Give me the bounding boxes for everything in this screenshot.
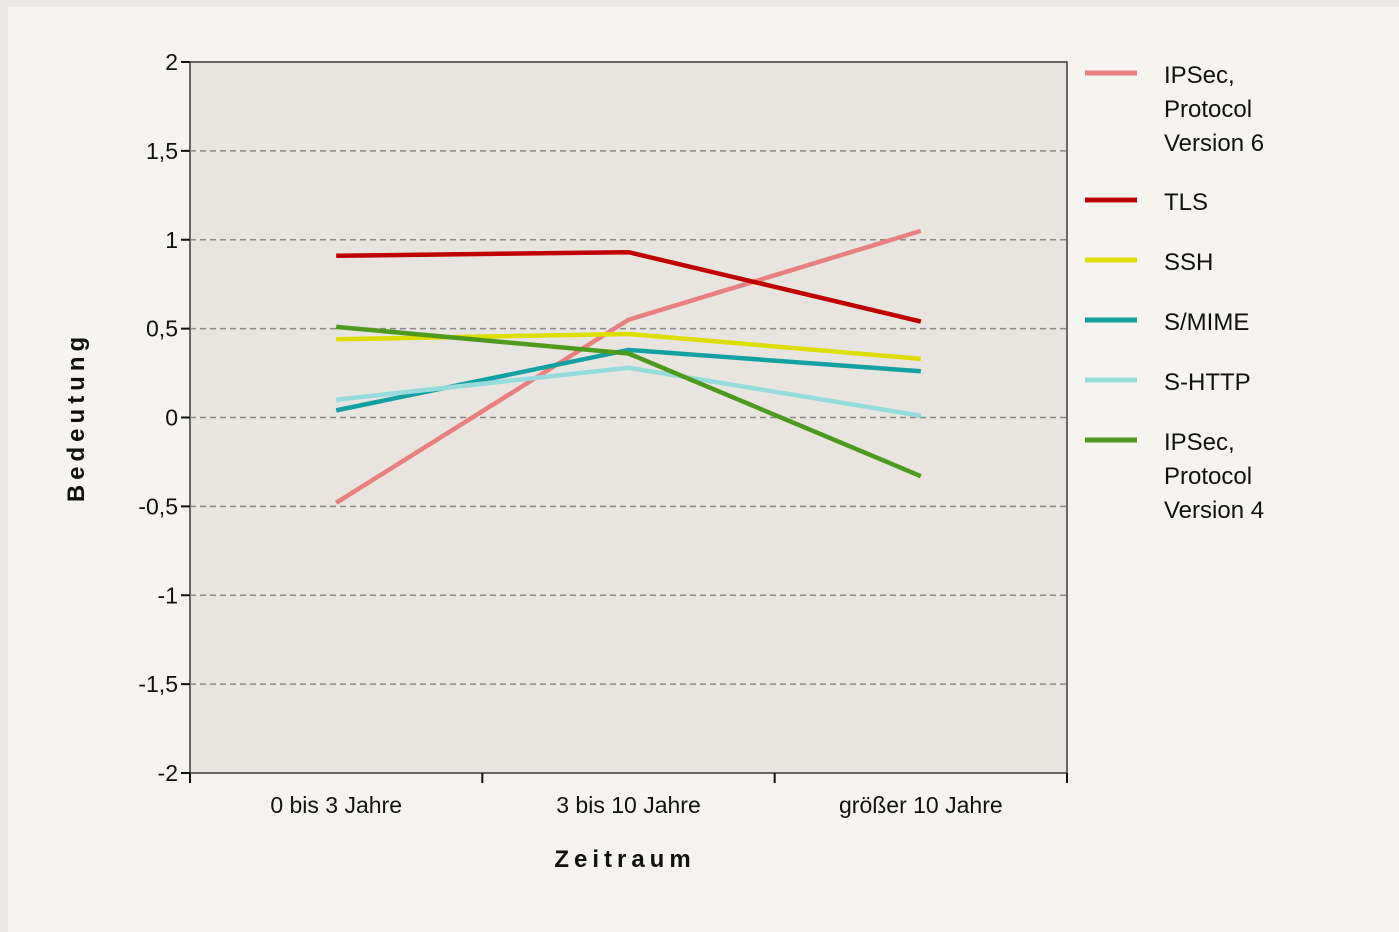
x-axis-title: Zeitraum bbox=[554, 846, 695, 873]
y-tick-label: 0,5 bbox=[146, 316, 178, 342]
legend-label: Version 6 bbox=[1164, 130, 1264, 157]
legend-label: IPSec, bbox=[1164, 62, 1235, 89]
chart-card: 2 1,5 1 0,5 0 -0,5 -1 -1,5 -2 0 bis 3 Jahre 3 bis… bbox=[8, 7, 1399, 932]
series-line bbox=[334, 228, 922, 505]
x-tick-label: 3 bis 10 Jahre bbox=[556, 792, 700, 818]
legend-label: Version 4 bbox=[1164, 497, 1264, 524]
x-tick-label: 0 bis 3 Jahre bbox=[270, 792, 402, 818]
y-tick-label: -1 bbox=[158, 582, 178, 608]
line-chart: 2 1,5 1 0,5 0 -0,5 -1 -1,5 -2 0 bis 3 Jahre 3 bis… bbox=[63, 49, 1264, 873]
legend-label: TLS bbox=[1164, 189, 1208, 216]
y-axis-title: Bedeutung bbox=[63, 332, 90, 502]
y-tick-label: -1,5 bbox=[138, 671, 178, 697]
series-line bbox=[335, 365, 922, 418]
y-tick-label: 2 bbox=[165, 49, 178, 75]
legend-label: S-HTTP bbox=[1164, 369, 1251, 396]
legend-label: SSH bbox=[1164, 249, 1213, 276]
legend-label: Protocol bbox=[1164, 96, 1252, 123]
legend-label: IPSec, bbox=[1164, 429, 1235, 456]
x-tick-label: größer 10 Jahre bbox=[839, 792, 1003, 818]
legend-label: S/MIME bbox=[1164, 309, 1249, 336]
y-tick-label: 1,5 bbox=[146, 138, 178, 164]
series-line bbox=[336, 249, 922, 324]
y-tick-label: 1 bbox=[165, 227, 178, 253]
legend-label: Protocol bbox=[1164, 463, 1252, 490]
y-tick-label: -2 bbox=[158, 760, 178, 786]
y-tick-label: 0 bbox=[165, 405, 178, 431]
series-line bbox=[335, 324, 922, 479]
y-tick-label: -0,5 bbox=[138, 493, 178, 519]
